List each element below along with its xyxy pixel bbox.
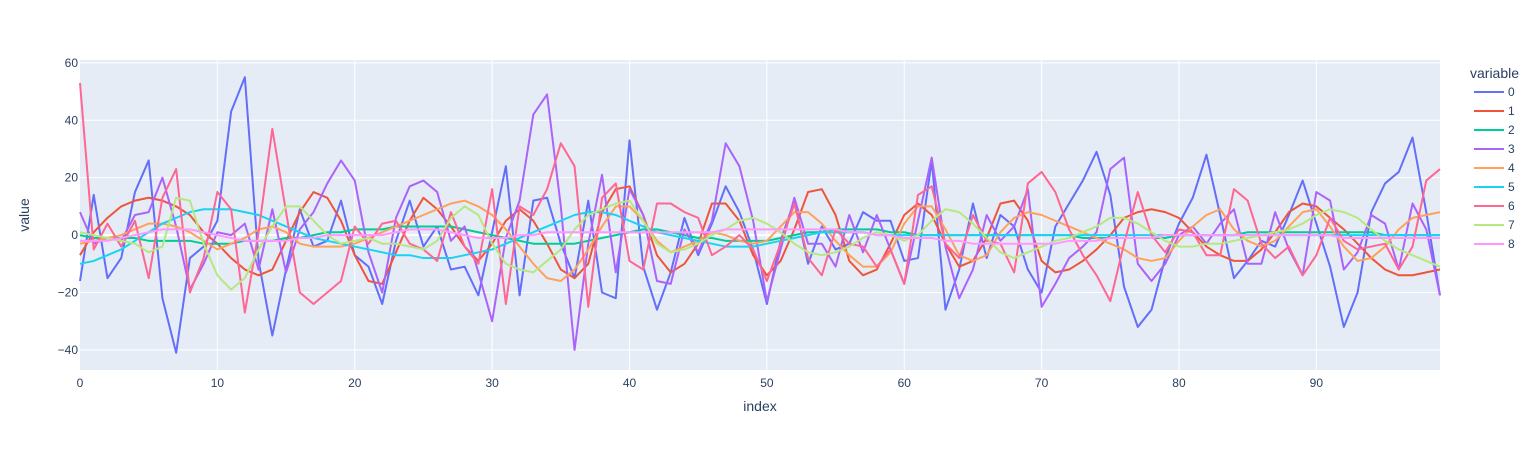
series-line-8: [80, 228, 1440, 245]
series-line-6: [79, 82, 1441, 314]
legend-item-7[interactable]: 7: [1474, 218, 1515, 232]
x-tick-label: 50: [760, 376, 774, 390]
y-axis-title: value: [16, 198, 32, 232]
series-line-7: [79, 196, 1441, 291]
x-axis-title: index: [743, 398, 776, 414]
legend-label: 8: [1508, 237, 1515, 251]
legend-item-1[interactable]: 1: [1474, 104, 1515, 118]
legend-label: 0: [1508, 85, 1515, 99]
y-tick-label: 40: [65, 113, 79, 127]
series-line-0: [79, 76, 1441, 354]
x-tick-label: 80: [1172, 376, 1186, 390]
series-line-4: [79, 199, 1441, 283]
legend-item-3[interactable]: 3: [1474, 142, 1515, 156]
legend-label: 2: [1508, 123, 1515, 137]
series-line-3: [79, 93, 1441, 351]
legend-label: 5: [1508, 180, 1515, 194]
x-tick-label: 90: [1310, 376, 1324, 390]
legend-item-4[interactable]: 4: [1474, 161, 1515, 175]
x-tick-label: 30: [485, 376, 499, 390]
legend-label: 7: [1508, 218, 1515, 232]
legend-label: 3: [1508, 142, 1515, 156]
y-tick-label: −40: [58, 343, 79, 357]
legend-item-0[interactable]: 0: [1474, 85, 1515, 99]
legend-item-8[interactable]: 8: [1474, 237, 1515, 251]
x-tick-label: 0: [77, 376, 84, 390]
legend-item-5[interactable]: 5: [1474, 180, 1515, 194]
y-tick-label: −20: [58, 286, 79, 300]
y-tick-labels: −40 −20 0 20 40 60: [58, 56, 79, 357]
legend-item-2[interactable]: 2: [1474, 123, 1515, 137]
x-tick-label: 10: [211, 376, 225, 390]
y-tick-label: 20: [65, 171, 79, 185]
x-tick-label: 70: [1035, 376, 1049, 390]
legend-items: 0 1 2 3 4 5 6 7 8: [1474, 85, 1515, 251]
legend-label: 4: [1508, 161, 1515, 175]
y-tick-label: 60: [65, 56, 79, 70]
series-lines: [79, 76, 1441, 354]
x-tick-label: 40: [623, 376, 637, 390]
x-tick-label: 20: [348, 376, 362, 390]
legend-label: 1: [1508, 104, 1515, 118]
x-tick-labels: 0 10 20 30 40 50 60 70 80 90: [77, 376, 1324, 390]
y-tick-label: 0: [71, 228, 78, 242]
legend-label: 6: [1508, 199, 1515, 213]
legend-title: variable: [1470, 65, 1519, 81]
x-tick-label: 60: [898, 376, 912, 390]
legend-item-6[interactable]: 6: [1474, 199, 1515, 213]
legend: variable 0 1 2 3 4 5 6 7 8: [1470, 65, 1519, 251]
